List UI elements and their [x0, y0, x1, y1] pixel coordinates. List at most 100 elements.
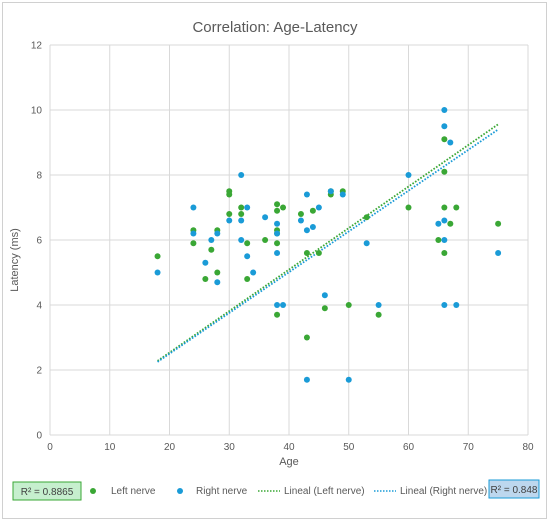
data-point-left-nerve	[274, 311, 281, 318]
x-tick-label: 50	[343, 442, 355, 453]
data-point-right-nerve	[274, 250, 281, 256]
data-points	[154, 107, 502, 383]
data-point-right-nerve	[244, 253, 251, 260]
data-point-left-nerve	[244, 276, 251, 282]
legend-marker-right	[177, 488, 183, 494]
data-point-right-nerve	[375, 302, 382, 308]
data-point-right-nerve	[214, 230, 221, 237]
data-point-left-nerve	[262, 237, 269, 243]
data-point-right-nerve	[226, 217, 233, 224]
data-point-right-nerve	[214, 279, 221, 286]
data-point-right-nerve	[447, 139, 454, 146]
legend-item-left-nerve: Left nerve	[111, 486, 156, 497]
data-point-right-nerve	[345, 376, 352, 383]
y-tick-label: 0	[36, 431, 42, 442]
x-tick-label: 40	[283, 442, 295, 453]
data-point-left-nerve	[202, 276, 209, 282]
data-point-right-nerve	[435, 220, 442, 227]
y-tick-label: 4	[36, 301, 42, 312]
data-point-right-nerve	[154, 269, 161, 276]
data-point-right-nerve	[441, 217, 448, 224]
data-point-right-nerve	[262, 214, 269, 221]
data-point-left-nerve	[453, 204, 460, 211]
x-tick-label: 0	[47, 442, 53, 453]
data-point-left-nerve	[363, 214, 370, 221]
r2-right-label: R² = 0.848	[491, 485, 538, 496]
legend-item-trend-right: Lineal (Right nerve)	[400, 486, 487, 497]
data-point-left-nerve	[447, 220, 454, 227]
data-point-right-nerve	[208, 237, 215, 243]
data-point-left-nerve	[226, 211, 233, 217]
data-point-left-nerve	[226, 191, 233, 198]
y-axis-label: Latency (ms)	[9, 228, 21, 292]
data-point-right-nerve	[280, 302, 287, 308]
data-point-right-nerve	[274, 302, 281, 308]
tick-labels: 0 10 20 30 40 50 60 70 80 0 2 4 6 8 10 12	[31, 41, 534, 454]
data-point-left-nerve	[375, 311, 382, 318]
x-tick-label: 70	[463, 442, 475, 453]
data-point-right-nerve	[274, 220, 281, 227]
data-point-right-nerve	[303, 376, 310, 383]
data-point-left-nerve	[441, 136, 448, 143]
data-point-left-nerve	[405, 204, 412, 211]
data-point-left-nerve	[214, 269, 221, 276]
data-point-left-nerve	[345, 302, 352, 308]
data-point-right-nerve	[363, 240, 370, 247]
data-point-left-nerve	[238, 204, 245, 211]
data-point-left-nerve	[441, 204, 448, 211]
gridlines	[49, 44, 529, 436]
data-point-left-nerve	[315, 250, 322, 256]
data-point-right-nerve	[250, 269, 257, 276]
data-point-right-nerve	[453, 302, 460, 308]
data-point-right-nerve	[327, 188, 334, 195]
data-point-right-nerve	[315, 204, 322, 211]
data-point-right-nerve	[202, 259, 209, 266]
x-tick-label: 80	[522, 442, 534, 453]
data-point-right-nerve	[309, 224, 316, 230]
x-tick-label: 60	[403, 442, 415, 453]
x-tick-label: 10	[104, 442, 116, 453]
data-point-left-nerve	[280, 204, 287, 211]
r2-left-box	[12, 481, 82, 501]
data-point-right-nerve	[190, 230, 197, 237]
data-point-right-nerve	[274, 230, 281, 237]
x-tick-label: 20	[164, 442, 176, 453]
legend-item-right-nerve: Right nerve	[196, 486, 248, 497]
trendlines	[157, 123, 499, 363]
chart-title: Correlation: Age-Latency	[192, 19, 358, 36]
data-point-right-nerve	[190, 204, 197, 211]
data-point-left-nerve	[274, 201, 281, 208]
data-point-left-nerve	[274, 207, 281, 214]
data-point-left-nerve	[274, 240, 281, 247]
y-tick-label: 10	[31, 106, 43, 117]
data-point-right-nerve	[495, 250, 502, 256]
data-point-left-nerve	[309, 207, 316, 214]
data-point-left-nerve	[244, 240, 251, 247]
data-point-left-nerve	[435, 237, 442, 243]
data-point-left-nerve	[321, 305, 328, 312]
x-axis-label: Age	[279, 456, 299, 468]
data-point-right-nerve	[321, 292, 328, 299]
data-point-left-nerve	[190, 240, 197, 247]
y-tick-label: 8	[36, 171, 42, 182]
y-tick-label: 12	[31, 41, 43, 52]
data-point-left-nerve	[441, 168, 448, 175]
legend-item-trend-left: Lineal (Left nerve)	[284, 486, 365, 497]
data-point-left-nerve	[297, 211, 304, 217]
data-point-left-nerve	[208, 246, 215, 253]
trendline-right-nerve	[157, 128, 499, 363]
trendline-left-nerve	[157, 123, 499, 362]
data-point-right-nerve	[405, 172, 412, 178]
data-point-right-nerve	[238, 217, 245, 224]
r2-left-label: R² = 0.8865	[21, 487, 74, 498]
data-point-left-nerve	[495, 220, 502, 227]
y-tick-label: 6	[36, 236, 42, 247]
data-point-right-nerve	[297, 217, 304, 224]
data-point-left-nerve	[441, 250, 448, 256]
data-point-left-nerve	[303, 250, 310, 256]
data-point-right-nerve	[244, 204, 251, 211]
data-point-left-nerve	[154, 253, 161, 260]
legend: R² = 0.8865 Left nerve Right nerve Linea…	[12, 479, 540, 501]
